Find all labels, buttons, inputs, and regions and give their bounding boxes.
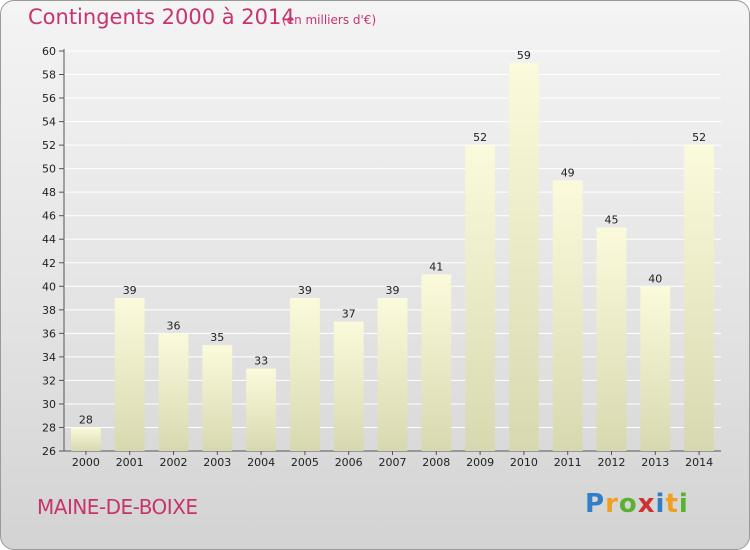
y-tick-label: 52	[42, 139, 56, 152]
logo-letter: i	[678, 489, 689, 519]
bar	[158, 333, 189, 451]
x-tick-label: 2010	[510, 456, 538, 469]
data-label: 49	[561, 166, 575, 179]
logo-letter: t	[665, 489, 679, 519]
data-label: 40	[648, 272, 662, 285]
y-tick-label: 38	[42, 304, 56, 317]
logo-letter: r	[605, 489, 619, 519]
bar	[114, 298, 145, 451]
chart-unit-label: (en milliers d'€)	[282, 13, 377, 27]
logo-letter: o	[618, 489, 638, 519]
data-label: 52	[473, 131, 487, 144]
logo-letter: i	[655, 489, 666, 519]
y-tick-label: 46	[42, 210, 56, 223]
x-tick-label: 2009	[466, 456, 494, 469]
data-label: 59	[517, 49, 531, 62]
data-label: 52	[692, 131, 706, 144]
bar	[684, 145, 714, 451]
y-tick-label: 44	[42, 233, 56, 246]
x-tick-label: 2013	[641, 456, 669, 469]
y-tick-label: 60	[42, 45, 56, 58]
x-tick-label: 2000	[72, 456, 100, 469]
bar	[377, 298, 408, 451]
y-tick-label: 54	[42, 116, 56, 129]
x-tick-label: 2014	[685, 456, 713, 469]
x-tick-label: 2002	[160, 456, 188, 469]
y-tick-label: 56	[42, 92, 56, 105]
bar	[202, 345, 233, 451]
bar	[71, 427, 101, 451]
bar	[465, 145, 495, 451]
x-tick-label: 2003	[203, 456, 231, 469]
bar	[509, 62, 539, 451]
data-label: 39	[386, 284, 400, 297]
bar	[640, 286, 671, 451]
x-tick-label: 2006	[335, 456, 363, 469]
y-tick-label: 42	[42, 257, 56, 270]
x-tick-label: 2005	[291, 456, 319, 469]
data-label: 39	[123, 284, 137, 297]
x-tick-label: 2001	[116, 456, 144, 469]
x-tick-label: 2012	[598, 456, 626, 469]
bar	[552, 180, 583, 452]
chart-title: Contingents 2000 à 2014	[28, 5, 295, 29]
logo-letter: P	[585, 489, 606, 519]
y-tick-label: 32	[42, 374, 56, 387]
x-tick-label: 2004	[247, 456, 275, 469]
y-tick-label: 36	[42, 327, 56, 340]
data-label: 41	[429, 261, 443, 274]
y-tick-label: 34	[42, 351, 56, 364]
bar	[421, 274, 452, 451]
proxiti-logo: Proxiti	[585, 489, 689, 519]
y-tick-label: 30	[42, 398, 56, 411]
bar	[333, 321, 364, 451]
data-label: 36	[167, 319, 181, 332]
commune-name: MAINE-DE-BOIXE	[37, 495, 198, 519]
x-tick-label: 2008	[422, 456, 450, 469]
y-tick-label: 40	[42, 280, 56, 293]
y-tick-label: 28	[42, 421, 56, 434]
x-tick-label: 2007	[379, 456, 407, 469]
y-tick-label: 48	[42, 186, 56, 199]
bar	[290, 298, 320, 451]
bar	[596, 227, 627, 451]
logo-letter: x	[637, 489, 656, 519]
x-tick-label: 2011	[554, 456, 582, 469]
data-label: 37	[342, 308, 356, 321]
y-tick-label: 26	[42, 445, 56, 458]
data-label: 39	[298, 284, 312, 297]
data-label: 45	[605, 213, 619, 226]
data-label: 33	[254, 355, 268, 368]
data-label: 28	[79, 413, 93, 426]
data-label: 35	[210, 331, 224, 344]
y-tick-label: 58	[42, 69, 56, 82]
y-tick-label: 50	[42, 163, 56, 176]
bar	[246, 368, 276, 451]
